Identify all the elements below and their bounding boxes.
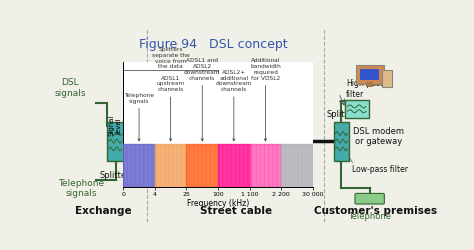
Text: Additional
bandwidth
required
for VDSL2: Additional bandwidth required for VDSL2 bbox=[250, 58, 281, 141]
X-axis label: Frequency (kHz): Frequency (kHz) bbox=[187, 198, 249, 207]
Text: Splitters
separate the
voice from
the data: Splitters separate the voice from the da… bbox=[152, 47, 190, 69]
Bar bbox=[155, 145, 186, 188]
Text: ADSL2+
additional
downstream
channels: ADSL2+ additional downstream channels bbox=[216, 70, 252, 141]
Text: ADSL1 and
ADSL2
downstream
channels: ADSL1 and ADSL2 downstream channels bbox=[184, 58, 220, 141]
Text: Telephone
signals: Telephone signals bbox=[124, 92, 154, 141]
Text: Street cable: Street cable bbox=[200, 205, 272, 215]
Bar bbox=[360, 70, 379, 81]
Text: Low-pass filter: Low-pass filter bbox=[352, 165, 409, 174]
Text: Splitter: Splitter bbox=[100, 170, 130, 179]
Text: High-pass
filter: High-pass filter bbox=[346, 79, 384, 98]
Bar bbox=[281, 145, 313, 188]
Bar bbox=[281, 145, 313, 188]
FancyBboxPatch shape bbox=[355, 194, 384, 204]
Bar bbox=[366, 83, 374, 88]
FancyBboxPatch shape bbox=[382, 71, 392, 88]
FancyBboxPatch shape bbox=[334, 122, 349, 161]
FancyBboxPatch shape bbox=[345, 101, 369, 119]
FancyBboxPatch shape bbox=[356, 66, 383, 84]
Bar bbox=[250, 145, 281, 188]
Y-axis label: Signal
level: Signal level bbox=[109, 114, 122, 136]
Bar bbox=[155, 145, 186, 188]
Bar bbox=[123, 145, 155, 188]
Text: DSL modem
or gateway: DSL modem or gateway bbox=[353, 126, 404, 146]
Bar bbox=[186, 145, 218, 188]
Text: Telephone: Telephone bbox=[348, 211, 391, 220]
Bar bbox=[250, 145, 281, 188]
Bar bbox=[218, 145, 250, 188]
Text: Splitter: Splitter bbox=[326, 110, 357, 118]
Bar bbox=[186, 145, 218, 188]
Text: DSL
signals: DSL signals bbox=[55, 78, 86, 98]
Text: Telephone
signals: Telephone signals bbox=[58, 178, 104, 198]
FancyBboxPatch shape bbox=[107, 122, 124, 161]
Text: Figure 94   DSL concept: Figure 94 DSL concept bbox=[139, 38, 288, 51]
Text: Customer's premises: Customer's premises bbox=[314, 205, 437, 215]
Text: Exchange: Exchange bbox=[75, 205, 132, 215]
Text: ADSL1
upstream
channels: ADSL1 upstream channels bbox=[156, 75, 185, 141]
Bar bbox=[123, 145, 155, 188]
Bar bbox=[218, 145, 250, 188]
